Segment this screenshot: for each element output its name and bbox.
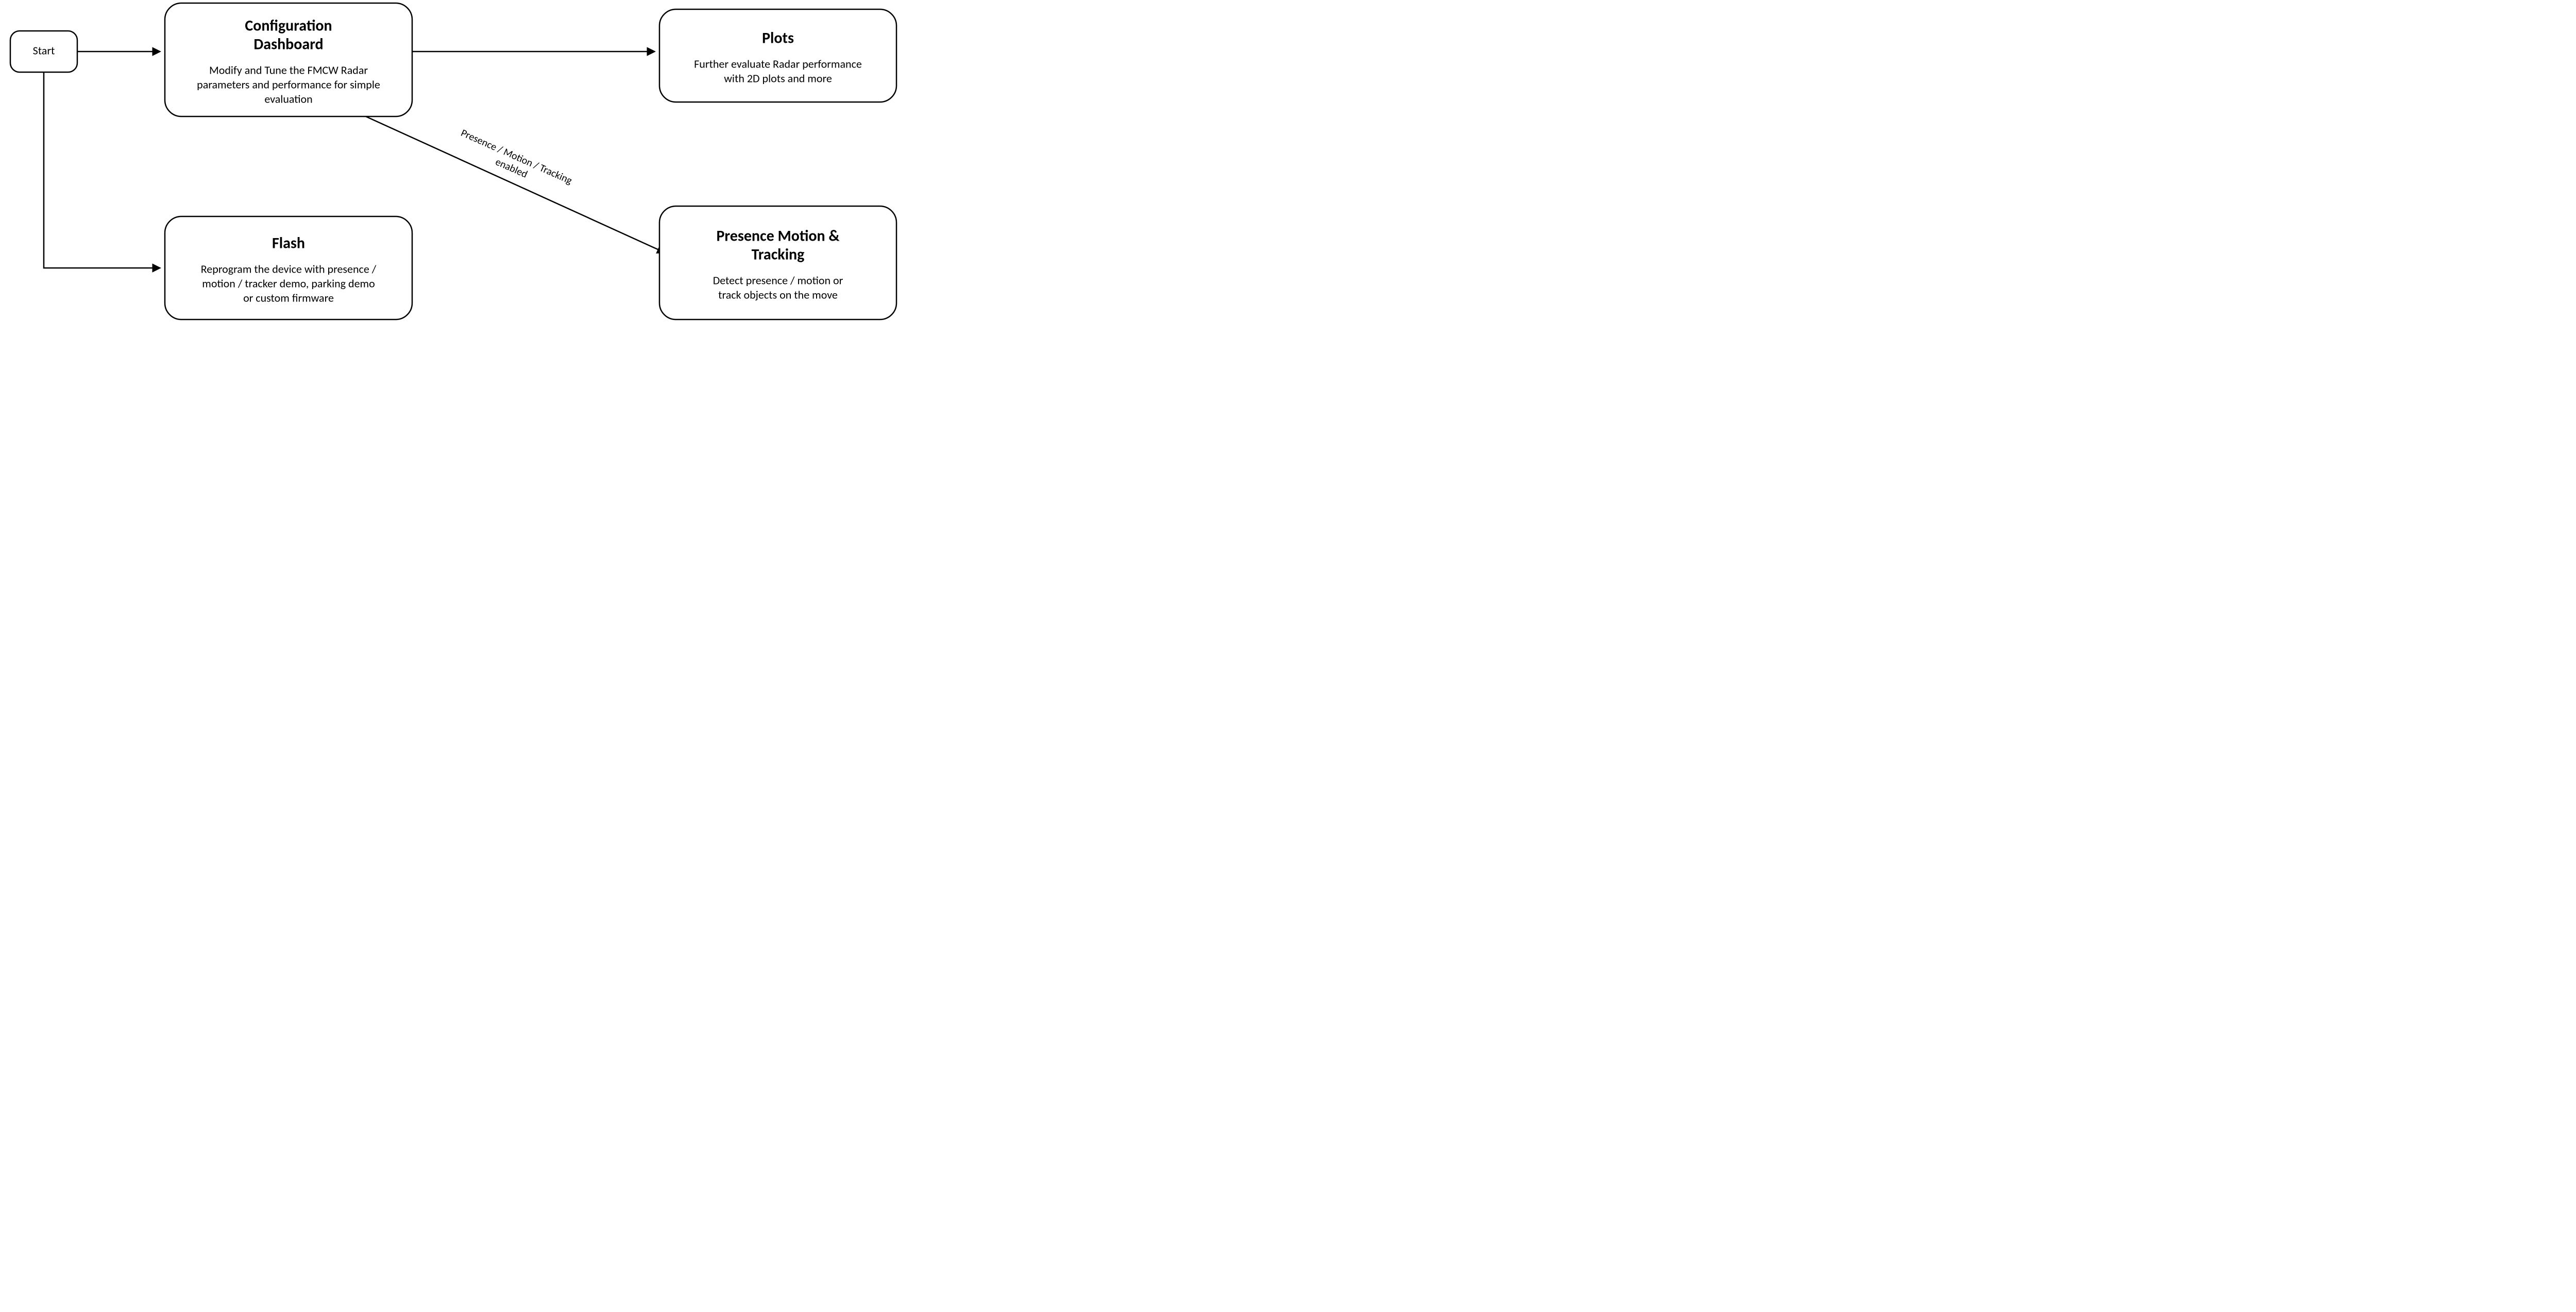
node-title-presence: Tracking — [752, 245, 805, 264]
edge-start_to_flash — [44, 72, 160, 268]
node-title-config: Configuration — [245, 16, 332, 35]
node-body-plots: with 2D plots and more — [724, 71, 832, 85]
node-label-start: Start — [33, 43, 55, 57]
node-body-presence: track objects on the move — [718, 288, 838, 301]
node-title-flash: Flash — [272, 233, 305, 253]
edge-label-config_to_presence: Presence / Motion / Trackingenabled — [454, 127, 574, 198]
edge-label-line: Presence / Motion / Tracking — [459, 127, 574, 187]
node-body-config: Modify and Tune the FMCW Radar — [209, 63, 368, 77]
node-config: ConfigurationDashboard Modify and Tune th… — [165, 3, 412, 116]
node-box-plots — [659, 9, 896, 102]
node-plots: Plots Further evaluate Radar performancew… — [659, 9, 896, 102]
node-body-flash: or custom firmware — [243, 291, 334, 305]
node-body-presence: Detect presence / motion or — [713, 273, 843, 287]
node-body-flash: Reprogram the device with presence / — [201, 262, 377, 276]
node-title-plots: Plots — [762, 28, 794, 47]
node-body-config: evaluation — [264, 92, 312, 106]
node-presence: Presence Motion &Tracking Detect presence… — [659, 206, 896, 319]
node-flash: Flash Reprogram the device with presence … — [165, 216, 412, 319]
node-title-config: Dashboard — [253, 35, 323, 54]
node-title-presence: Presence Motion & — [716, 226, 840, 245]
node-start: Start — [10, 31, 77, 72]
node-body-flash: motion / tracker demo, parking demo — [202, 276, 375, 290]
node-body-config: parameters and performance for simple — [197, 77, 380, 91]
node-body-plots: Further evaluate Radar performance — [694, 57, 862, 71]
